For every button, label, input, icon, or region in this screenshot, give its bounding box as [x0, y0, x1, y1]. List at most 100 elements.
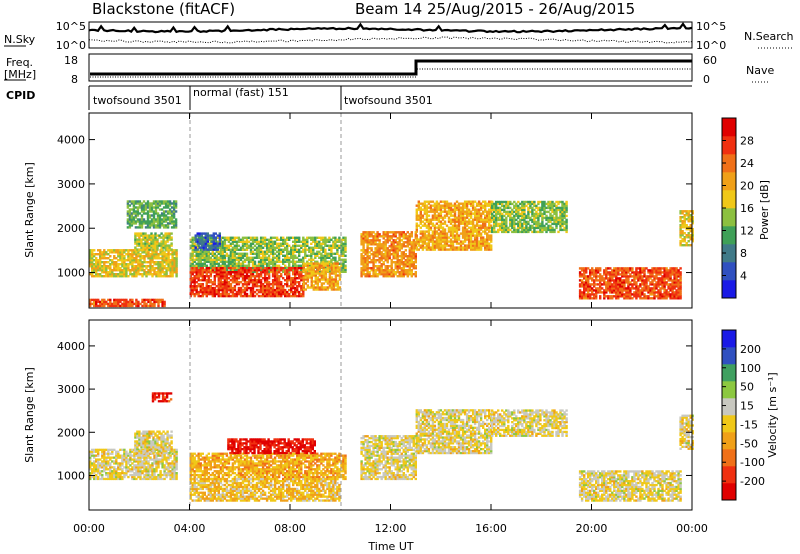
heatmap-cell — [195, 273, 198, 276]
heatmap-cell — [396, 267, 399, 270]
heatmap-cell — [277, 260, 281, 263]
heatmap-cell — [261, 277, 265, 280]
heatmap-cell — [360, 261, 363, 264]
heatmap-cell — [229, 273, 233, 276]
heatmap-cell — [163, 261, 166, 264]
heatmap-cell — [294, 260, 297, 263]
heatmap-cell — [431, 200, 435, 203]
heatmap-cell — [158, 202, 162, 205]
heatmap-cell — [419, 212, 422, 215]
heatmap-cell — [477, 246, 481, 249]
heatmap-cell — [141, 267, 144, 270]
heatmap-cell — [533, 200, 536, 204]
heatmap-cell — [247, 286, 251, 290]
heatmap-cell — [597, 289, 600, 292]
heatmap-cell — [547, 200, 550, 204]
heatmap-cell — [414, 265, 417, 268]
heatmap-cell — [473, 212, 477, 215]
heatmap-cell — [559, 220, 562, 224]
heatmap-cell — [302, 270, 305, 273]
heatmap-cell — [207, 252, 210, 255]
heatmap-cell — [402, 243, 405, 246]
heatmap-cell — [486, 234, 489, 237]
heatmap-cell — [551, 204, 554, 208]
heatmap-cell — [414, 267, 417, 270]
heatmap-cell — [161, 253, 164, 256]
heatmap-cell — [421, 244, 425, 247]
heatmap-cell — [425, 224, 429, 227]
heatmap-cell — [585, 269, 588, 272]
heatmap-cell — [126, 222, 130, 225]
heatmap-cell — [392, 241, 395, 244]
heatmap-cell — [173, 249, 176, 252]
heatmap-cell — [479, 212, 483, 215]
heatmap-cell — [129, 253, 132, 256]
heatmap-cell — [193, 254, 196, 257]
heatmap-cell — [366, 251, 369, 254]
heatmap-cell — [161, 263, 164, 266]
heatmap-cell — [310, 264, 313, 267]
heatmap-cell — [245, 292, 249, 296]
heatmap-cell — [488, 244, 491, 247]
heatmap-cell — [103, 263, 106, 266]
heatmap-cell — [261, 254, 265, 257]
heatmap-cell — [471, 244, 475, 247]
heatmap-cell — [493, 208, 496, 212]
heatmap-cell — [495, 230, 498, 234]
heatmap-cell — [201, 256, 204, 259]
heatmap-cell — [197, 283, 200, 286]
heatmap-cell — [138, 240, 141, 243]
heatmap-cell — [259, 273, 263, 276]
heatmap-cell — [513, 206, 516, 210]
heatmap-cell — [160, 214, 164, 217]
heatmap-cell — [148, 216, 152, 219]
heatmap-cell — [322, 272, 326, 275]
heatmap-cell — [599, 297, 602, 300]
heatmap-cell — [493, 218, 496, 222]
heatmap-cell — [174, 204, 178, 207]
heatmap-cell — [429, 240, 433, 243]
heatmap-cell — [372, 273, 375, 276]
heatmap-cell — [95, 265, 98, 268]
heatmap-cell — [406, 261, 409, 264]
heatmap-cell — [241, 244, 245, 247]
heatmap-cell — [475, 230, 479, 233]
heatmap-cell — [259, 264, 263, 267]
heatmap-cell — [251, 260, 255, 263]
heatmap-cell — [243, 252, 247, 255]
heatmap-cell — [473, 236, 477, 239]
heatmap-cell — [101, 265, 104, 268]
heatmap-cell — [519, 218, 522, 222]
heatmap-cell — [326, 262, 330, 265]
heatmap-cell — [501, 208, 504, 212]
heatmap-cell — [163, 275, 166, 278]
heatmap-cell — [499, 212, 502, 216]
heatmap-cell — [555, 204, 558, 208]
heatmap-cell — [109, 267, 112, 270]
heatmap-cell — [189, 275, 192, 278]
heatmap-cell — [565, 224, 568, 228]
heatmap-cell — [197, 254, 200, 257]
heatmap-cell — [499, 228, 502, 232]
heatmap-cell — [261, 238, 265, 241]
heatmap-cell — [263, 262, 267, 265]
heatmap-cell — [322, 274, 326, 277]
heatmap-cell — [292, 285, 295, 288]
heatmap-cell — [135, 261, 138, 264]
heatmap-cell — [386, 273, 389, 276]
heatmap-cell — [412, 263, 415, 266]
heatmap-cell — [513, 228, 516, 232]
cpid-segment-0: twofsound 3501 — [93, 94, 182, 107]
heatmap-cell — [247, 240, 251, 243]
heatmap-cell — [257, 256, 261, 259]
heatmap-cell — [137, 265, 140, 268]
heatmap-cell — [563, 210, 566, 214]
heatmap-cell — [194, 240, 197, 243]
heatmap-cell — [509, 224, 512, 228]
heatmap-cell — [467, 246, 471, 249]
heatmap-cell — [537, 200, 540, 204]
heatmap-cell — [144, 212, 148, 215]
heatmap-cell — [404, 265, 407, 268]
heatmap-cell — [366, 257, 369, 260]
heatmap-cell — [593, 295, 596, 298]
